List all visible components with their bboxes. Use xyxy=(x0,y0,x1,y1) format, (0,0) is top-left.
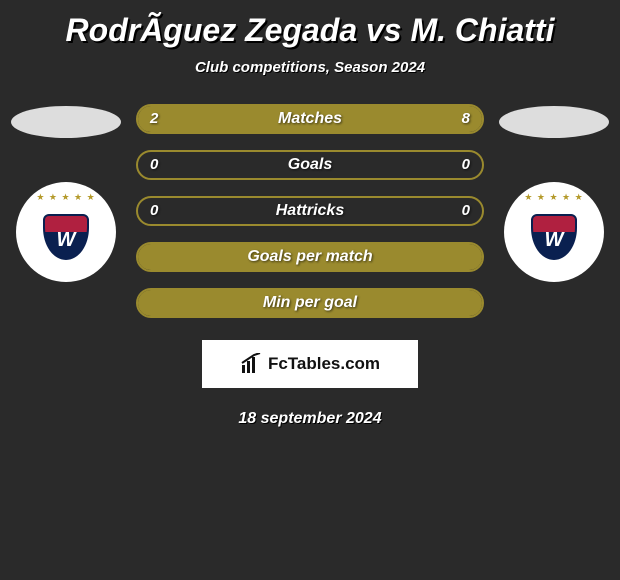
page-subtitle: Club competitions, Season 2024 xyxy=(0,59,620,76)
stat-bar: 28Matches xyxy=(136,104,484,134)
stat-bar-label: Hattricks xyxy=(138,198,482,224)
right-player-col: ★ ★ ★ ★ ★ W xyxy=(492,104,616,334)
right-player-avatar xyxy=(499,106,609,138)
stat-bar: 00Hattricks xyxy=(136,196,484,226)
club-shield-icon: W xyxy=(531,214,577,260)
club-stars-icon: ★ ★ ★ ★ ★ xyxy=(36,192,95,203)
stat-bar-label: Min per goal xyxy=(138,290,482,316)
club-shield-icon: W xyxy=(43,214,89,260)
stat-bar: Min per goal xyxy=(136,288,484,318)
shield-letter: W xyxy=(533,229,575,252)
footer-date: 18 september 2024 xyxy=(0,410,620,428)
right-club-badge: ★ ★ ★ ★ ★ W xyxy=(504,182,604,282)
stat-bar-label: Matches xyxy=(138,106,482,132)
left-player-col: ★ ★ ★ ★ ★ W xyxy=(4,104,128,334)
brand-chart-icon xyxy=(240,353,262,375)
brand-label: FcTables.com xyxy=(268,354,380,374)
stats-bars-column: 28Matches 00Goals 00Hattricks Goals per mat… xyxy=(128,104,492,334)
page-title: RodrÃ­guez Zegada vs M. Chiatti xyxy=(0,0,620,49)
brand-badge: FcTables.com xyxy=(202,340,418,388)
comparison-body: ★ ★ ★ ★ ★ W 28Matches 00Goals 00Hattricks G… xyxy=(0,104,620,334)
left-player-avatar xyxy=(11,106,121,138)
stat-bar-label: Goals per match xyxy=(138,244,482,270)
shield-letter: W xyxy=(45,229,87,252)
left-club-badge: ★ ★ ★ ★ ★ W xyxy=(16,182,116,282)
club-stars-icon: ★ ★ ★ ★ ★ xyxy=(524,192,583,203)
stat-bar: Goals per match xyxy=(136,242,484,272)
stat-bar-label: Goals xyxy=(138,152,482,178)
stat-bar: 00Goals xyxy=(136,150,484,180)
